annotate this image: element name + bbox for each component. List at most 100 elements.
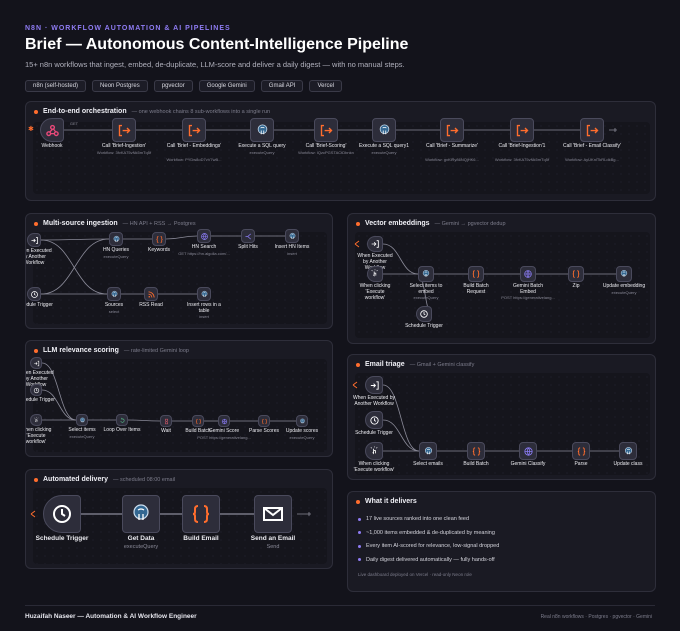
pg-icon bbox=[379, 124, 389, 134]
call-icon bbox=[118, 124, 130, 136]
workflow-node[interactable] bbox=[27, 233, 41, 247]
workflow-node[interactable] bbox=[218, 415, 230, 427]
globe-icon bbox=[523, 446, 533, 456]
workflow-canvas[interactable] bbox=[33, 359, 327, 452]
bullet-icon bbox=[358, 517, 361, 521]
workflow-node[interactable] bbox=[580, 118, 604, 142]
workflow-node[interactable] bbox=[254, 495, 292, 533]
workflow-node[interactable] bbox=[192, 415, 204, 427]
bullet-icon bbox=[358, 558, 361, 561]
node-label: Zip bbox=[572, 283, 580, 289]
clock-icon bbox=[369, 415, 379, 425]
globe-icon bbox=[524, 270, 532, 278]
node-label: Build Batch bbox=[185, 428, 211, 434]
workflow-node[interactable] bbox=[160, 415, 172, 427]
panel-scoring: LLM relevance scoring — rate-limited Gemi… bbox=[25, 340, 333, 457]
loop-icon bbox=[119, 417, 124, 423]
workflow-node[interactable] bbox=[365, 376, 383, 394]
chip: Gmail API bbox=[260, 80, 304, 92]
dot-icon bbox=[34, 477, 38, 482]
workflow-canvas[interactable] bbox=[355, 232, 650, 338]
workflow-node[interactable] bbox=[367, 266, 383, 282]
workflow-node[interactable] bbox=[182, 495, 220, 533]
workflow-node[interactable] bbox=[619, 442, 637, 460]
workflow-node[interactable] bbox=[197, 287, 211, 301]
code-icon bbox=[572, 270, 580, 278]
node-subtitle: insert bbox=[199, 314, 209, 319]
pg-icon bbox=[79, 417, 85, 422]
workflow-node[interactable] bbox=[367, 236, 383, 252]
tech-chips: n8n (self-hosted) Neon Postgres pgvector… bbox=[25, 80, 343, 92]
click-icon bbox=[371, 269, 378, 277]
footer-author: Huzaifah Naseer — Automation & AI Workfl… bbox=[25, 613, 197, 620]
workflow-node[interactable] bbox=[144, 287, 158, 301]
workflow-node[interactable] bbox=[27, 287, 41, 301]
workflow-node[interactable] bbox=[372, 118, 396, 142]
workflow-node[interactable] bbox=[314, 118, 338, 142]
node-label: When clicking 'Execute workflow' bbox=[353, 461, 395, 473]
node-label: HN Search bbox=[191, 244, 217, 250]
connection-line bbox=[40, 239, 108, 295]
wait-icon bbox=[164, 418, 168, 424]
code-icon bbox=[261, 418, 267, 424]
node-subtitle: Workflow: AyUKnlTkRLdkBg... bbox=[565, 157, 619, 162]
workflow-node[interactable] bbox=[519, 442, 537, 460]
connection-wires bbox=[30, 510, 311, 518]
workflow-node[interactable] bbox=[365, 411, 383, 429]
workflow-node[interactable] bbox=[572, 442, 590, 460]
workflow-node[interactable] bbox=[510, 118, 534, 142]
arrowin-icon bbox=[33, 360, 39, 366]
panel-title: Email triage — Gmail + Gemini classify bbox=[356, 361, 474, 368]
add-node-icon[interactable] bbox=[297, 512, 311, 516]
workflow-node[interactable] bbox=[43, 495, 81, 533]
workflow-node[interactable] bbox=[152, 232, 166, 246]
workflow-node[interactable] bbox=[467, 442, 485, 460]
workflow-node[interactable] bbox=[122, 495, 160, 533]
workflow-node[interactable] bbox=[40, 118, 64, 142]
workflow-node[interactable] bbox=[116, 414, 128, 426]
workflow-node[interactable] bbox=[76, 414, 88, 426]
bullet-icon bbox=[358, 544, 361, 548]
workflow-node[interactable] bbox=[112, 118, 136, 142]
workflow-canvas[interactable] bbox=[33, 232, 327, 324]
workflow-node[interactable] bbox=[30, 384, 42, 396]
workflow-node[interactable] bbox=[30, 357, 42, 369]
workflow-node[interactable] bbox=[250, 118, 274, 142]
workflow-node[interactable] bbox=[109, 232, 123, 246]
workflow-canvas[interactable] bbox=[355, 373, 650, 475]
workflow-node[interactable] bbox=[520, 266, 536, 282]
pg-icon bbox=[422, 270, 430, 277]
node-subtitle: POST https://generativelang... bbox=[501, 295, 555, 300]
node-subtitle: Workflow: gxKlRy86NQjHK6... bbox=[425, 157, 479, 162]
trigger-icon: ✱ bbox=[28, 126, 34, 133]
workflow-node[interactable] bbox=[419, 442, 437, 460]
workflow-node[interactable] bbox=[285, 229, 299, 243]
panel-delivery: Automated delivery — scheduled 08:00 emai… bbox=[25, 469, 333, 569]
workflow-node[interactable] bbox=[197, 229, 211, 243]
list-item-text: Daily digest delivered automatically — f… bbox=[366, 556, 495, 563]
workflow-node[interactable] bbox=[418, 266, 434, 282]
code-icon bbox=[155, 235, 163, 243]
workflow-node[interactable] bbox=[365, 442, 383, 460]
add-node-icon[interactable] bbox=[609, 128, 617, 132]
click-icon bbox=[33, 416, 38, 422]
workflow-node[interactable] bbox=[296, 415, 308, 427]
workflow-node[interactable] bbox=[468, 266, 484, 282]
workflow-node[interactable] bbox=[30, 414, 42, 426]
workflow-node[interactable] bbox=[440, 118, 464, 142]
workflow-node[interactable] bbox=[258, 415, 270, 427]
node-label: Parse Scores bbox=[248, 428, 280, 434]
workflow-node[interactable] bbox=[416, 306, 432, 322]
workflow-node[interactable] bbox=[241, 229, 255, 243]
workflow-node[interactable] bbox=[616, 266, 632, 282]
workflow-node[interactable] bbox=[568, 266, 584, 282]
node-label: Call 'Brief - Email Classify' bbox=[562, 143, 622, 149]
clock-icon bbox=[33, 387, 39, 393]
node-label: Select items bbox=[68, 427, 96, 433]
node-subtitle: select bbox=[108, 309, 120, 314]
workflow-node[interactable] bbox=[107, 287, 121, 301]
node-label: Insert HN Items bbox=[274, 244, 310, 250]
call-icon bbox=[188, 124, 200, 136]
workflow-node[interactable] bbox=[182, 118, 206, 142]
pg-icon bbox=[111, 290, 117, 297]
